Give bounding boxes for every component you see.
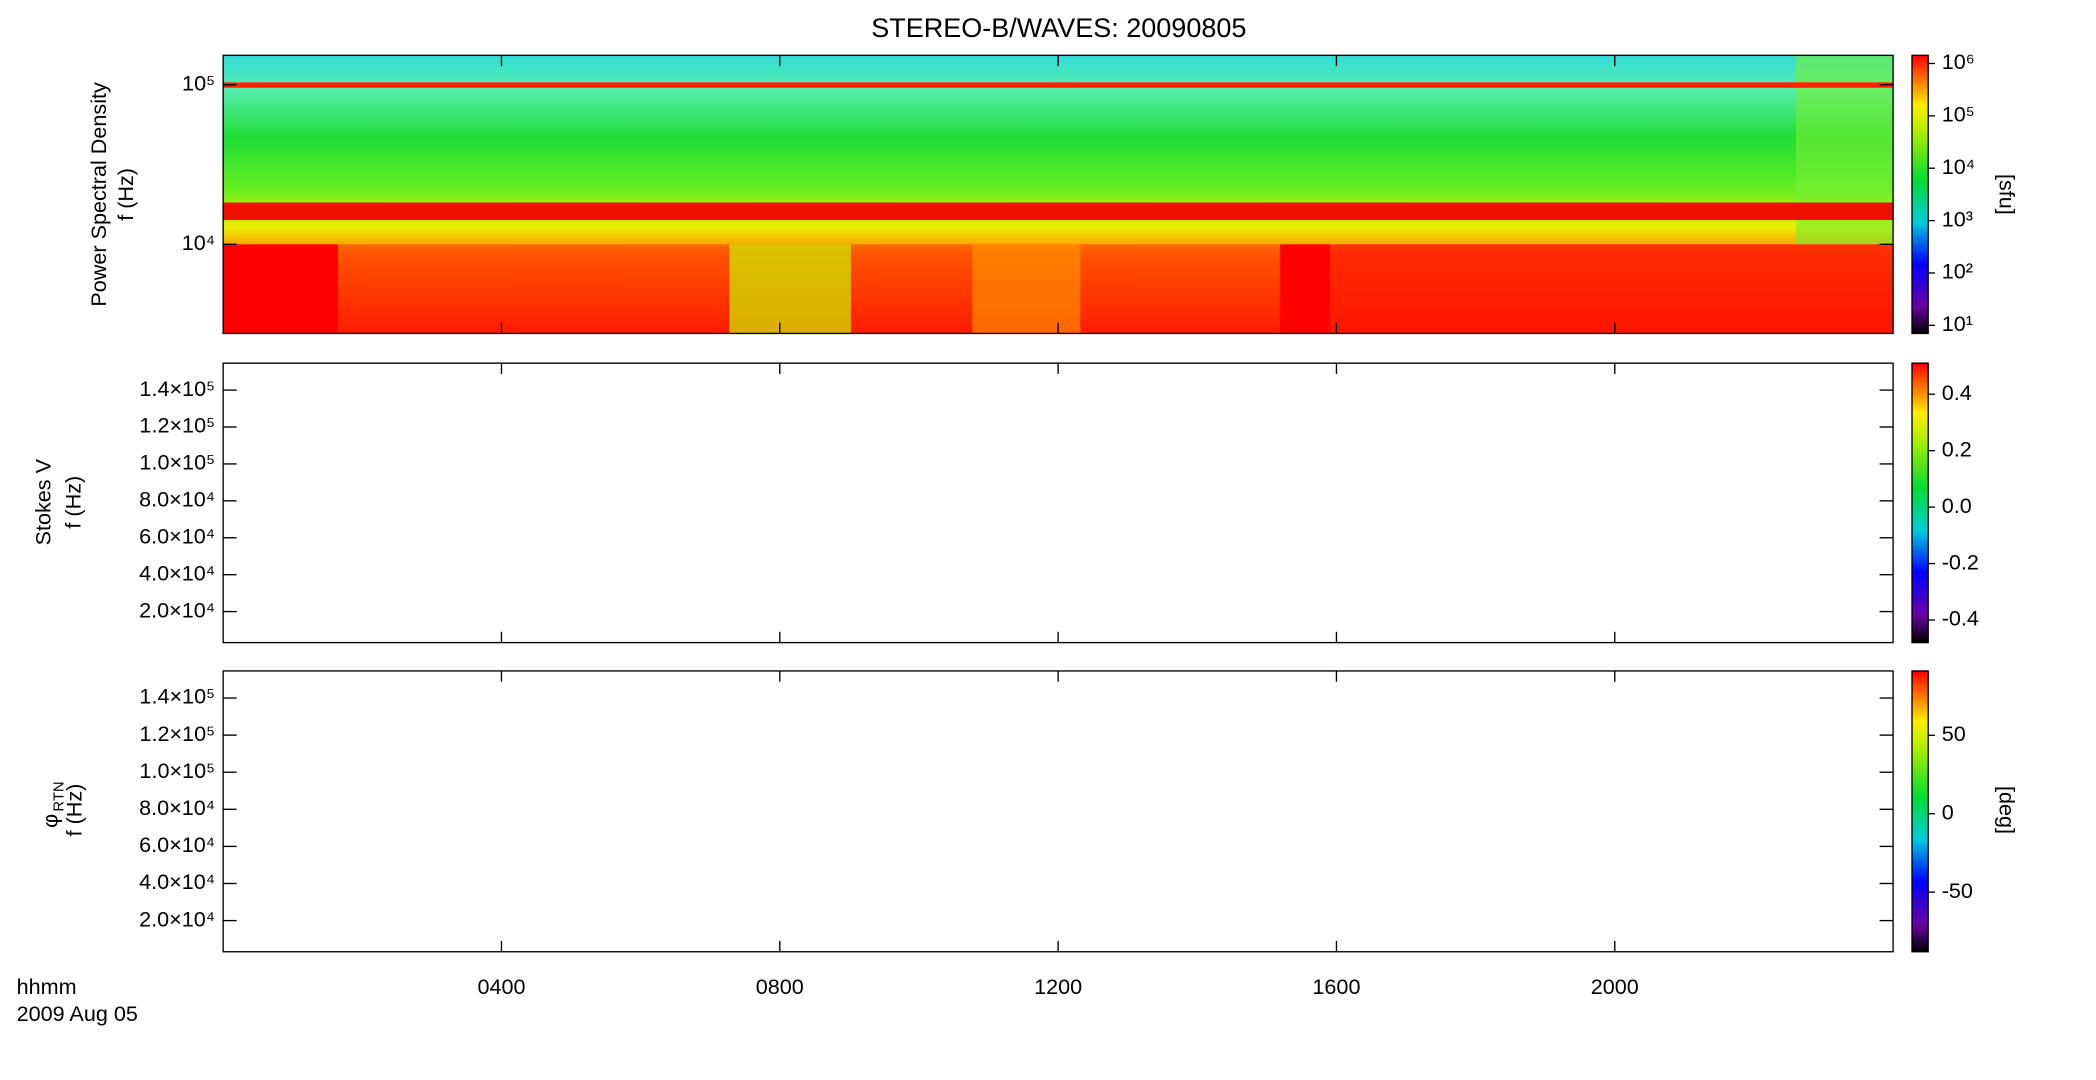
colorbar xyxy=(1911,670,1929,953)
y-tick-label: 1.2×10⁵ xyxy=(139,413,215,438)
y-axis-label-subscript: RTN xyxy=(52,781,68,811)
y-tick-label: 1.2×10⁵ xyxy=(139,721,215,746)
colorbar-tick-label: 0 xyxy=(1942,799,1954,824)
y-tick-label: 1.0×10⁵ xyxy=(139,758,215,783)
x-tick-label: 1600 xyxy=(1312,974,1360,999)
x-tick-label: 0800 xyxy=(756,974,804,999)
y-tick-label: 8.0×10⁴ xyxy=(139,487,215,512)
x-tick-label: 1200 xyxy=(1034,974,1082,999)
x-tick-label: 2000 xyxy=(1591,974,1639,999)
x-tick-label: 0400 xyxy=(477,974,525,999)
y-axis-label: Stokes V xyxy=(31,458,56,545)
chart-title: STEREO-B/WAVES: 20090805 xyxy=(871,13,1246,43)
colorbar-label: [deg] xyxy=(1994,786,2019,834)
plot-frame xyxy=(222,362,1894,644)
y-axis-label: φ xyxy=(37,814,62,828)
colorbar-tick-label: 10¹ xyxy=(1942,311,1973,336)
colorbar-tick-label: 10² xyxy=(1942,259,1973,284)
y-tick-label: 1.4×10⁵ xyxy=(139,684,215,709)
y-tick-label: 2.0×10⁴ xyxy=(139,906,215,931)
colorbar-tick-label: 0.0 xyxy=(1942,493,1972,518)
spectrogram-image xyxy=(223,55,1894,334)
y-axis-label: f (Hz) xyxy=(113,168,138,221)
y-tick-label: 1.0×10⁵ xyxy=(139,450,215,475)
colorbar-tick-label: -0.2 xyxy=(1942,549,1979,574)
y-tick-label: 10⁴ xyxy=(182,230,215,255)
y-tick-label: 6.0×10⁴ xyxy=(139,832,215,857)
colorbar xyxy=(1911,54,1929,335)
colorbar xyxy=(1911,362,1929,644)
colorbar-tick-label: 10⁴ xyxy=(1942,154,1975,179)
y-axis-label: f (Hz) xyxy=(62,784,87,837)
y-tick-label: 6.0×10⁴ xyxy=(139,523,215,548)
x-axis-label: hhmm xyxy=(17,974,77,999)
y-tick-label: 2.0×10⁴ xyxy=(139,597,215,622)
colorbar-tick-label: 10⁵ xyxy=(1942,102,1975,127)
colorbar-tick-label: 10³ xyxy=(1942,206,1973,231)
colorbar-label: [sfu] xyxy=(1994,174,2019,215)
colorbar-tick-label: -0.4 xyxy=(1942,606,1979,631)
colorbar-tick-label: 50 xyxy=(1942,721,1966,746)
colorbar-tick-label: -50 xyxy=(1942,878,1973,903)
plot-frame xyxy=(222,670,1894,953)
colorbar-tick-label: 0.4 xyxy=(1942,380,1972,405)
colorbar-tick-label: 10⁶ xyxy=(1942,49,1975,74)
y-axis-label: Power Spectral Density xyxy=(86,82,111,307)
y-tick-label: 1.4×10⁵ xyxy=(139,376,215,401)
y-tick-label: 4.0×10⁴ xyxy=(139,560,215,585)
y-tick-label: 4.0×10⁴ xyxy=(139,869,215,894)
colorbar-tick-label: 0.2 xyxy=(1942,436,1972,461)
y-axis-label: f (Hz) xyxy=(60,476,85,529)
date-label: 2009 Aug 05 xyxy=(17,1001,138,1026)
y-tick-label: 10⁵ xyxy=(182,71,215,96)
y-tick-label: 8.0×10⁴ xyxy=(139,795,215,820)
